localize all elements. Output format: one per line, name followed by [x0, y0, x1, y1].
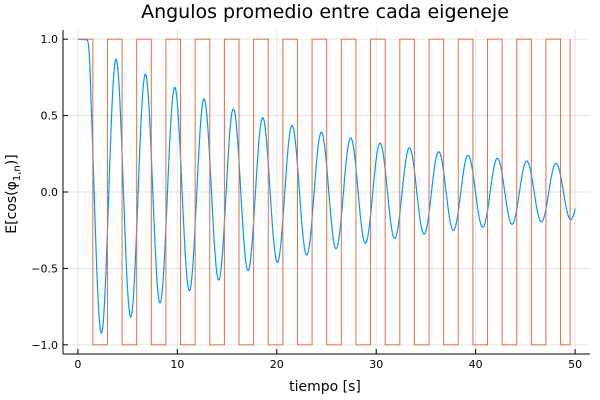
y-tick-label: −0.5 — [31, 262, 58, 275]
x-tick-label: 30 — [369, 358, 383, 371]
axes — [62, 30, 590, 355]
plot-area — [77, 38, 576, 346]
y-axis-label-main: E[cos(φ — [4, 181, 20, 234]
x-tick-label: 20 — [270, 358, 284, 371]
y-axis-label: E[cos(φ1,n)] — [4, 154, 23, 233]
x-tick-label: 10 — [170, 358, 184, 371]
y-axis-label-subscript: 1,n — [12, 165, 23, 181]
x-tick-label: 50 — [568, 358, 582, 371]
x-axis-label: tiempo [s] — [289, 379, 361, 395]
y-axis-label-end: )] — [4, 154, 20, 165]
y-tick-label: 1.0 — [41, 33, 59, 46]
y-tick-label: −1.0 — [31, 339, 58, 352]
series-line-square-wave — [77, 38, 571, 346]
x-tick-label: 0 — [74, 358, 81, 371]
y-tick-label: 0.0 — [41, 186, 59, 199]
y-tick-label: 0.5 — [41, 110, 59, 123]
x-tick-label: 40 — [469, 358, 483, 371]
chart-title: Angulos promedio entre cada eigeneje — [141, 1, 509, 23]
tick-labels: 0 10 20 30 40 50 −1.0 −0.5 0.0 0.5 1.0 — [31, 33, 582, 371]
